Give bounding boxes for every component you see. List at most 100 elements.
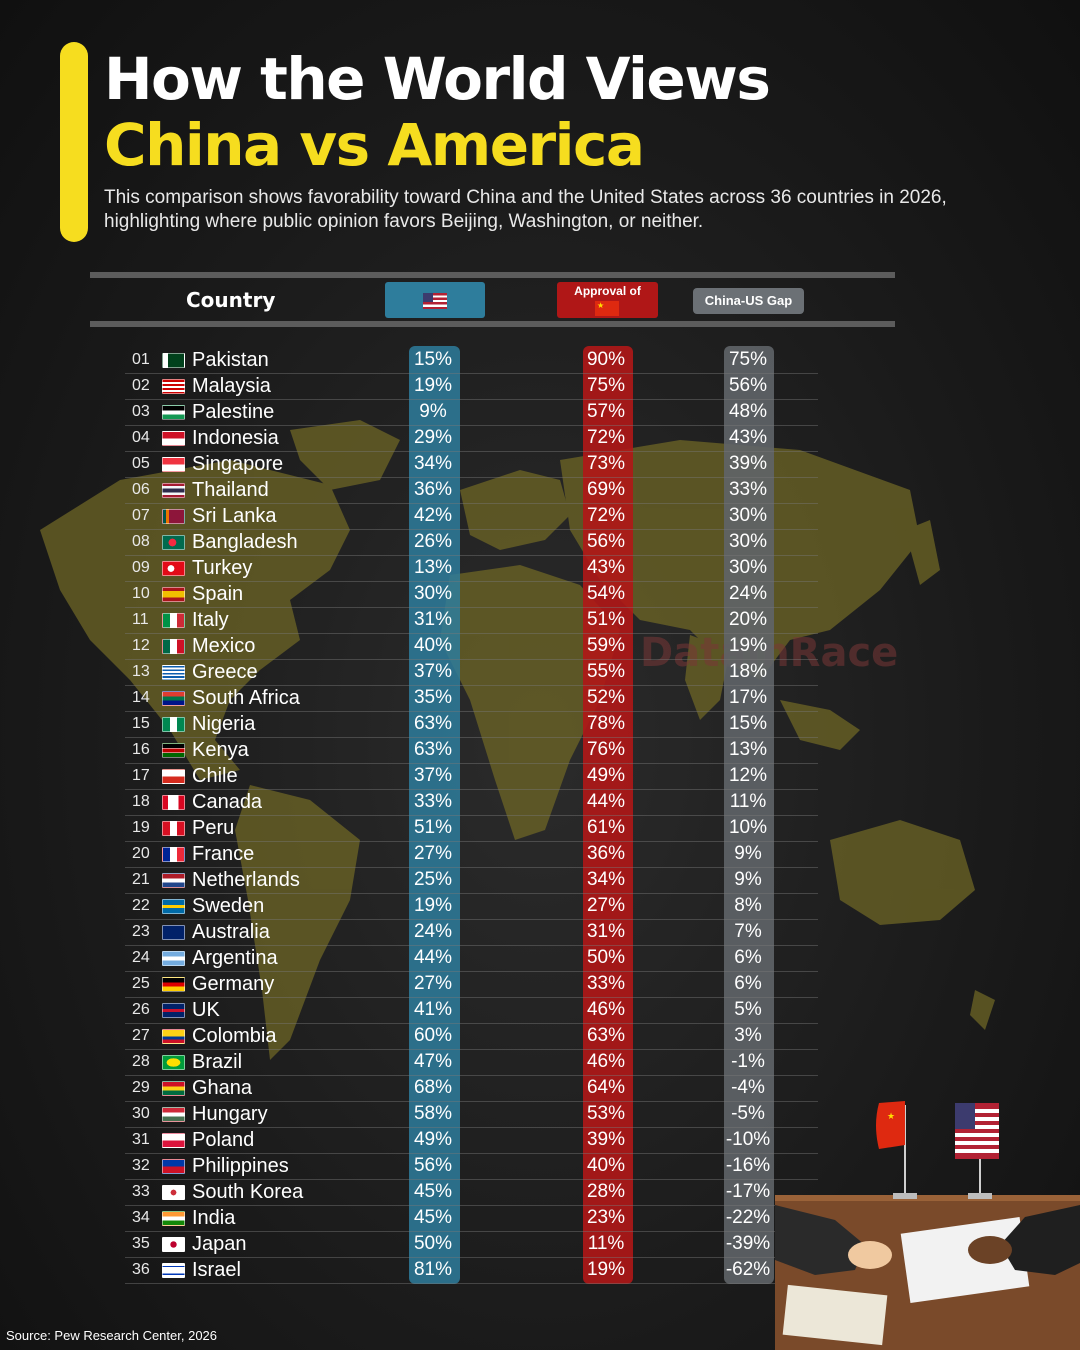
us-approval-value: 60% [413,1025,453,1046]
country-name: Italy [192,609,229,631]
flag-hu-icon [162,1107,185,1122]
us-approval-value: 58% [413,1103,453,1124]
country-name: Kenya [192,739,249,761]
gap-value: -62% [725,1259,771,1280]
table-row: 29 Ghana 68% 64% -4% [125,1076,818,1102]
rank-number: 11 [132,611,149,628]
us-approval-value: 68% [413,1077,453,1098]
us-approval-value: 45% [413,1207,453,1228]
china-approval-value: 59% [586,635,626,656]
flag-se-icon [162,899,185,914]
rank-number: 31 [132,1131,150,1148]
rank-number: 04 [132,429,150,446]
country-name: Spain [192,583,244,605]
rank-number: 17 [132,767,150,784]
rank-number: 32 [132,1157,150,1174]
china-approval-value: 51% [586,609,626,630]
country-name: Philippines [192,1155,289,1177]
gap-value: -10% [725,1129,771,1150]
svg-text:★: ★ [887,1112,895,1122]
country-name: Pakistan [192,349,269,371]
gap-value: 6% [734,947,762,968]
table-row: 23 Australia 24% 31% 7% [125,920,818,946]
rank-number: 16 [132,741,150,758]
table-row: 04 Indonesia 29% 72% 43% [125,426,818,452]
us-approval-value: 30% [413,583,453,604]
rank-number: 14 [132,689,150,706]
us-approval-value: 35% [413,687,453,708]
title-line-1: How the World Views [104,45,771,113]
country-name: Malaysia [192,375,271,397]
gap-value: 56% [728,375,768,396]
us-approval-value: 47% [413,1051,453,1072]
flag-cl-icon [162,769,185,784]
flag-za-icon [162,691,185,706]
rank-number: 15 [132,715,150,732]
rank-number: 13 [132,663,150,680]
china-approval-value: 23% [586,1207,626,1228]
table-row: 24 Argentina 44% 50% 6% [125,946,818,972]
rank-number: 02 [132,377,150,394]
gap-value: 3% [734,1025,762,1046]
table-row: 11 Italy 31% 51% 20% [125,608,818,634]
flag-ng-icon [162,717,185,732]
rank-number: 12 [132,637,150,654]
title-accent-bar [60,42,88,242]
us-approval-value: 45% [413,1181,453,1202]
gap-value: 6% [734,973,762,994]
table-row: 14 South Africa 35% 52% 17% [125,686,818,712]
rank-number: 27 [132,1027,150,1044]
flag-kr-icon [162,1185,185,1200]
china-approval-value: 50% [586,947,626,968]
column-header-us [385,282,485,318]
table-row: 25 Germany 27% 33% 6% [125,972,818,998]
table-row: 02 Malaysia 19% 75% 56% [125,374,818,400]
country-name: Mexico [192,635,256,657]
flag-br-icon [162,1055,185,1070]
table-row: 28 Brazil 47% 46% -1% [125,1050,818,1076]
country-name: South Africa [192,687,300,709]
gap-value: 9% [734,843,762,864]
us-approval-value: 56% [413,1155,453,1176]
china-approval-value: 39% [586,1129,626,1150]
china-approval-value: 73% [586,453,626,474]
rank-number: 21 [132,871,150,888]
us-approval-value: 63% [413,713,453,734]
rank-number: 07 [132,507,150,524]
table-row: 32 Philippines 56% 40% -16% [125,1154,818,1180]
gap-value: 30% [728,505,768,526]
table-row: 10 Spain 30% 54% 24% [125,582,818,608]
country-name: Netherlands [192,869,300,891]
us-approval-value: 49% [413,1129,453,1150]
rank-number: 30 [132,1105,150,1122]
us-approval-value: 13% [413,557,453,578]
gap-value: 33% [728,479,768,500]
us-approval-value: 26% [413,531,453,552]
flag-nl-icon [162,873,185,888]
china-flag-icon: ★ [595,301,619,316]
country-name: Sri Lanka [192,505,277,527]
us-approval-value: 51% [413,817,453,838]
rank-number: 22 [132,897,150,914]
country-name: Hungary [192,1103,268,1125]
china-approval-value: 49% [586,765,626,786]
china-approval-value: 56% [586,531,626,552]
country-name: Japan [192,1233,247,1255]
country-name: Sweden [192,895,265,917]
china-approval-value: 52% [586,687,626,708]
us-approval-value: 40% [413,635,453,656]
table-row: 19 Peru 51% 61% 10% [125,816,818,842]
header-bottom-rule [90,321,895,327]
table-row: 05 Singapore 34% 73% 39% [125,452,818,478]
china-approval-value: 33% [586,973,626,994]
china-approval-value: 27% [586,895,626,916]
rank-number: 20 [132,845,150,862]
rank-number: 06 [132,481,150,498]
china-approval-value: 63% [586,1025,626,1046]
country-name: India [192,1207,236,1229]
gap-value: 13% [728,739,768,760]
china-approval-value: 43% [586,557,626,578]
china-approval-value: 34% [586,869,626,890]
table-row: 21 Netherlands 25% 34% 9% [125,868,818,894]
china-approval-value: 75% [586,375,626,396]
